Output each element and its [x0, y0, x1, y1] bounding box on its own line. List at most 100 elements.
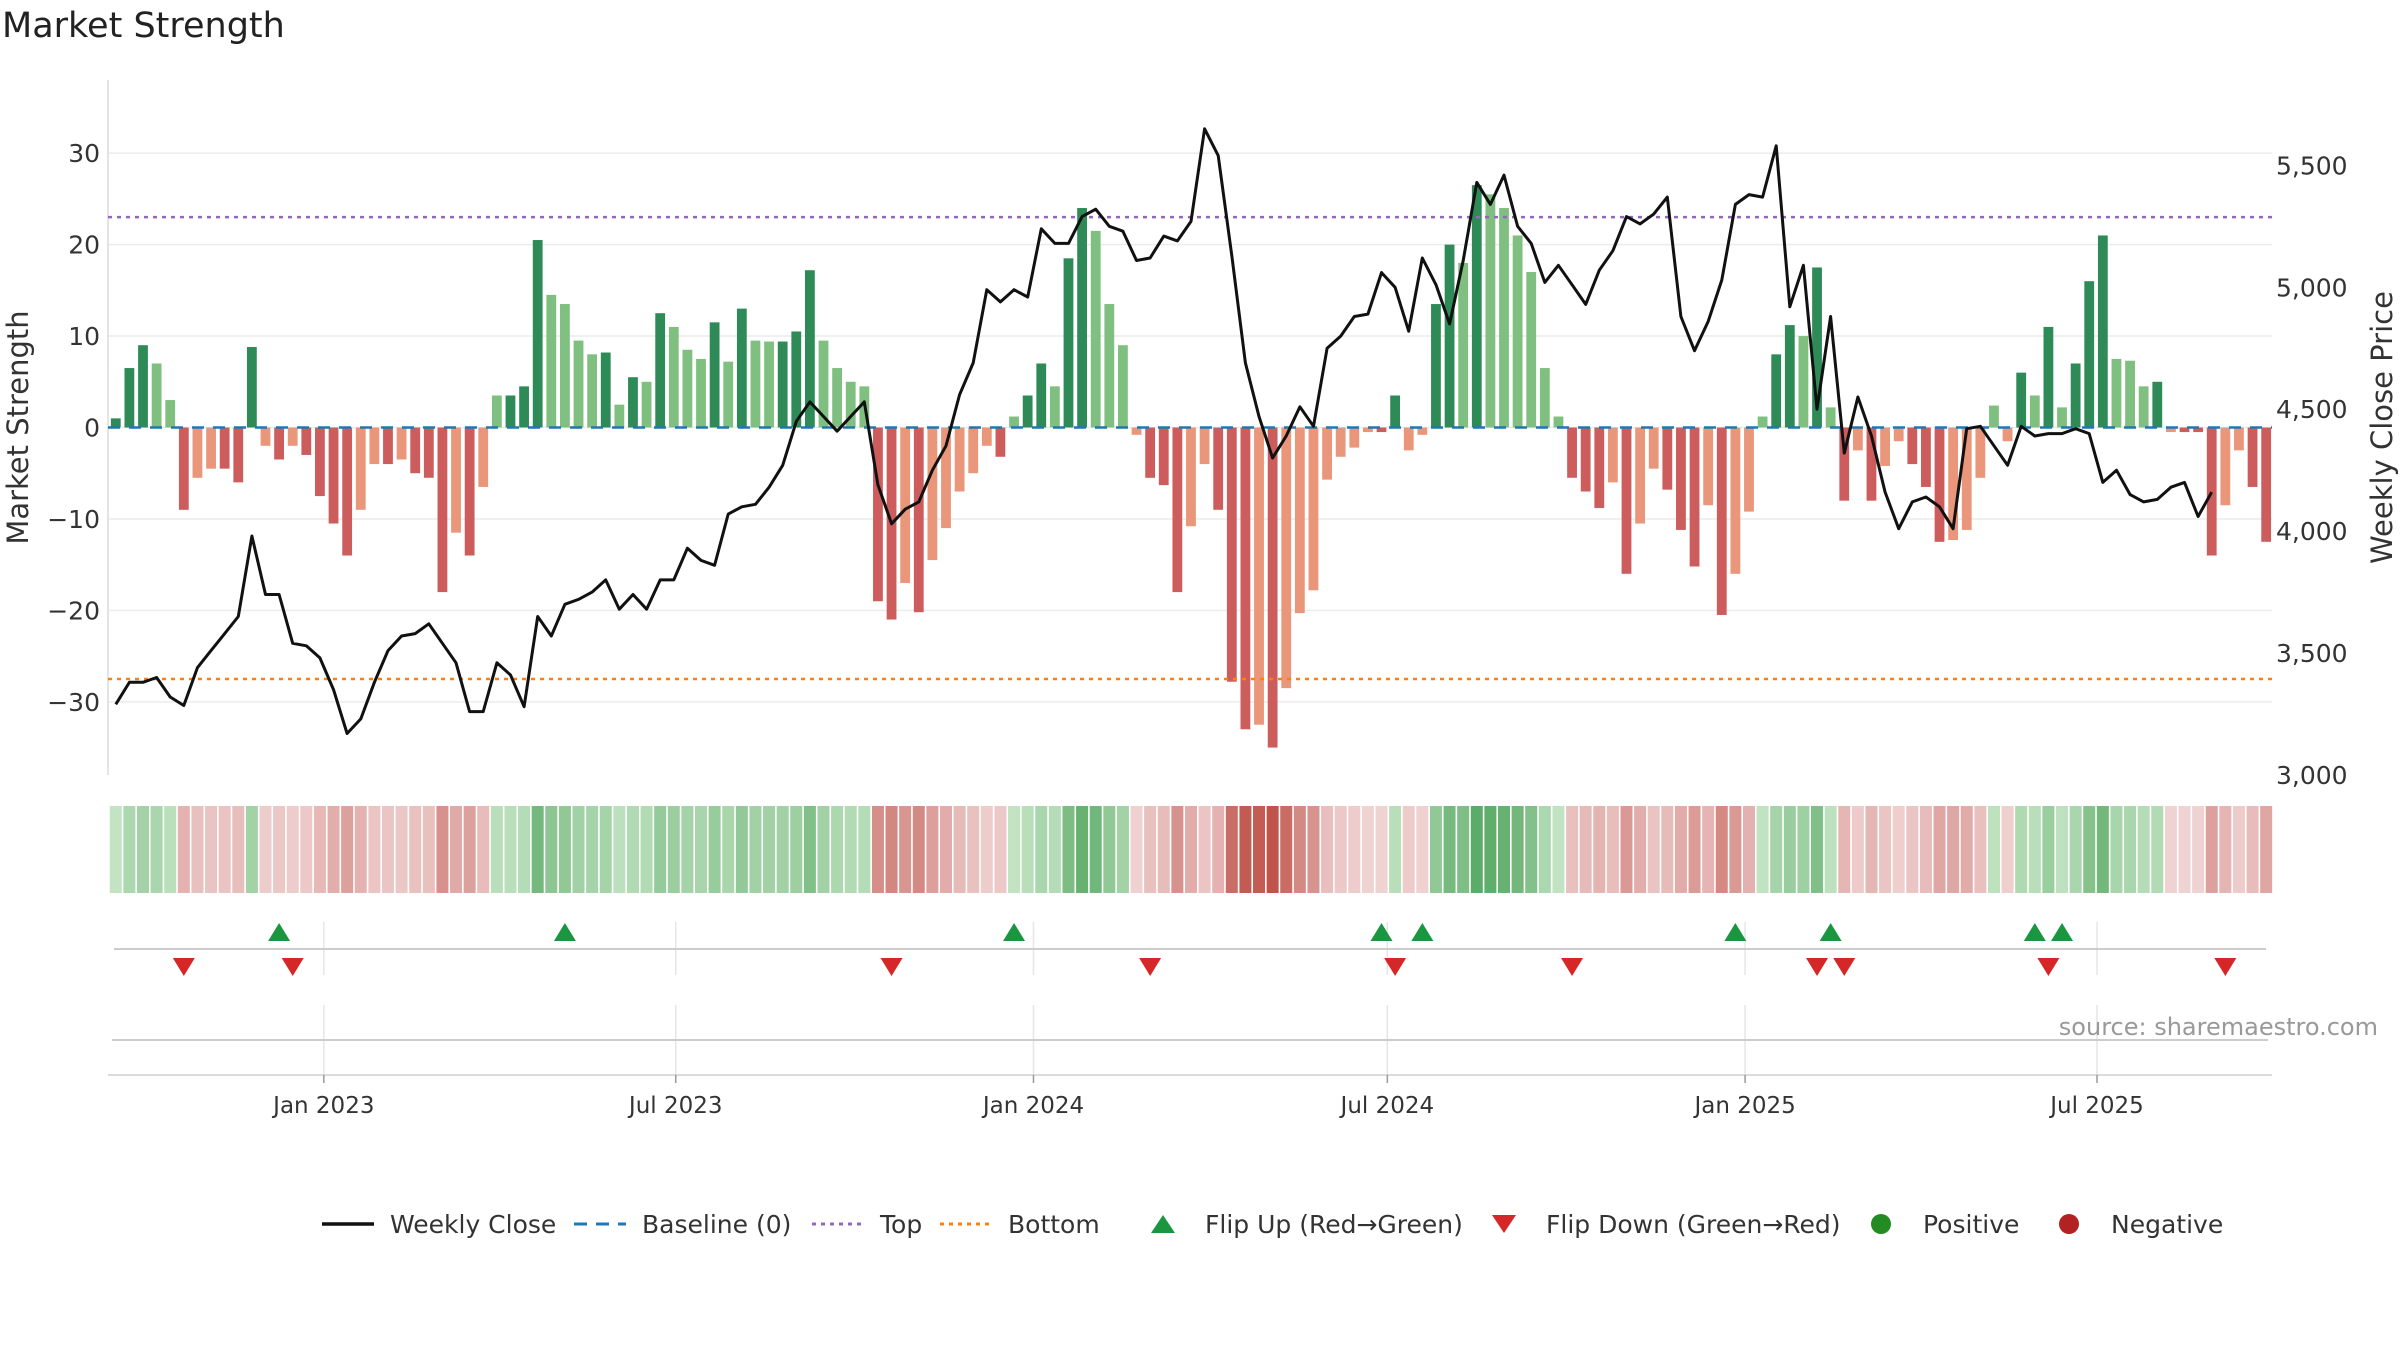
strength-strip-cell	[1552, 806, 1565, 893]
strength-bar	[192, 427, 203, 478]
strength-bar	[2125, 360, 2135, 428]
strength-strip-cell	[2096, 806, 2109, 893]
strength-bar	[1363, 427, 1373, 433]
strength-bar	[941, 427, 951, 529]
strength-bar	[1607, 427, 1618, 483]
strength-strip-cell	[177, 806, 190, 893]
strength-bar	[777, 341, 788, 428]
strength-strip-cell	[436, 806, 449, 893]
strength-bar	[1893, 427, 1904, 442]
strength-strip-cell	[844, 806, 857, 893]
y2-axis-title: Weekly Close Price	[2365, 291, 2399, 564]
strength-bar	[1744, 427, 1754, 512]
strength-bar	[2057, 407, 2067, 428]
strength-bar	[138, 345, 148, 428]
strength-bar	[791, 331, 802, 428]
legend-marker	[2059, 1214, 2079, 1234]
strength-strip-cell	[327, 806, 340, 893]
strength-strip-cell	[300, 806, 313, 893]
legend-label: Weekly Close	[390, 1209, 557, 1239]
strength-strip-cell	[2164, 806, 2177, 893]
strength-bar	[1458, 262, 1469, 428]
strength-bar	[2016, 372, 2027, 428]
strength-bar	[1539, 368, 1550, 428]
strength-strip-cell	[1198, 806, 1211, 893]
x-tick-label: Jul 2023	[627, 1093, 723, 1119]
strength-bar	[1186, 427, 1196, 527]
strength-strip-cell	[409, 806, 422, 893]
strength-strip-cell	[558, 806, 571, 893]
flip-down-marker	[2037, 958, 2060, 976]
strength-bar	[260, 427, 271, 446]
strength-strip-cell	[2246, 806, 2259, 893]
strength-strip-cell	[1076, 806, 1089, 893]
y2-tick-label: 5,000	[2276, 273, 2348, 302]
strength-strip-cell	[1987, 806, 2000, 893]
strength-bar	[2097, 235, 2108, 428]
strength-strip-cell	[422, 806, 435, 893]
strength-bar	[1471, 185, 1482, 428]
strength-bar	[287, 427, 298, 446]
strength-strip-cell	[1511, 806, 1524, 893]
strength-strip-cell	[1606, 806, 1619, 893]
strength-strip-cell	[1892, 806, 1905, 893]
flip-up-marker	[1819, 923, 1842, 941]
strength-strip-cell	[2178, 806, 2191, 893]
strength-bar	[1063, 258, 1074, 428]
strength-strip-cell	[939, 806, 952, 893]
strength-strip-cell	[1239, 806, 1252, 893]
strength-strip-cell	[2260, 806, 2273, 893]
strength-strip-cell	[490, 806, 503, 893]
strength-bar	[736, 308, 747, 428]
strength-bar	[968, 427, 979, 474]
x-tick-label: Jul 2024	[1339, 1093, 1435, 1119]
strength-strip-cell	[953, 806, 966, 893]
flip-up-marker	[1724, 923, 1747, 941]
flip-up-marker	[1370, 923, 1393, 941]
strength-strip-cell	[1865, 806, 1878, 893]
strength-strip-cell	[1715, 806, 1728, 893]
strength-strip-cell	[626, 806, 639, 893]
strength-strip-cell	[1661, 806, 1674, 893]
strength-bar	[2179, 427, 2190, 433]
legend-swatch	[940, 1222, 992, 1226]
strength-strip-cell	[2137, 806, 2150, 893]
strength-strip-cell	[831, 806, 844, 893]
strength-strip-cell	[477, 806, 490, 893]
strength-strip-cell	[1375, 806, 1388, 893]
strength-bar	[750, 340, 761, 428]
strength-strip-cell	[1851, 806, 1864, 893]
strength-bar	[1213, 427, 1224, 510]
strength-strip-cell	[504, 806, 517, 893]
strength-strip-cell	[109, 806, 122, 893]
strength-strip-cell	[1783, 806, 1796, 893]
strength-strip-cell	[1484, 806, 1497, 893]
strength-strip-cell	[2001, 806, 2014, 893]
strength-bar	[1526, 272, 1537, 428]
strength-bar	[818, 340, 829, 428]
strength-bar	[1036, 363, 1047, 428]
strength-bar	[696, 358, 706, 428]
strength-bar	[437, 427, 448, 593]
legend-marker	[1151, 1215, 1175, 1233]
strength-bar	[1948, 427, 1959, 540]
strength-strip-cell	[1144, 806, 1157, 893]
strength-bar	[1322, 427, 1332, 480]
strength-strip-cell	[1593, 806, 1606, 893]
strength-bar	[1730, 427, 1741, 574]
strength-bar	[1403, 427, 1414, 451]
legend-label: Bottom	[1008, 1209, 1100, 1239]
strength-bar	[600, 352, 611, 428]
strength-strip-cell	[259, 806, 272, 893]
strength-strip-cell	[980, 806, 993, 893]
strength-strip-cell	[2056, 806, 2069, 893]
legend-item: Flip Up (Red→Green)	[1133, 1200, 1463, 1248]
strength-strip-cell	[313, 806, 326, 893]
flip-down-marker	[1384, 958, 1407, 976]
strength-strip-cell	[1171, 806, 1184, 893]
flip-down-marker	[880, 958, 903, 976]
strength-bar	[328, 427, 339, 524]
strength-bar	[764, 341, 774, 428]
legend-label: Negative	[2111, 1209, 2224, 1239]
